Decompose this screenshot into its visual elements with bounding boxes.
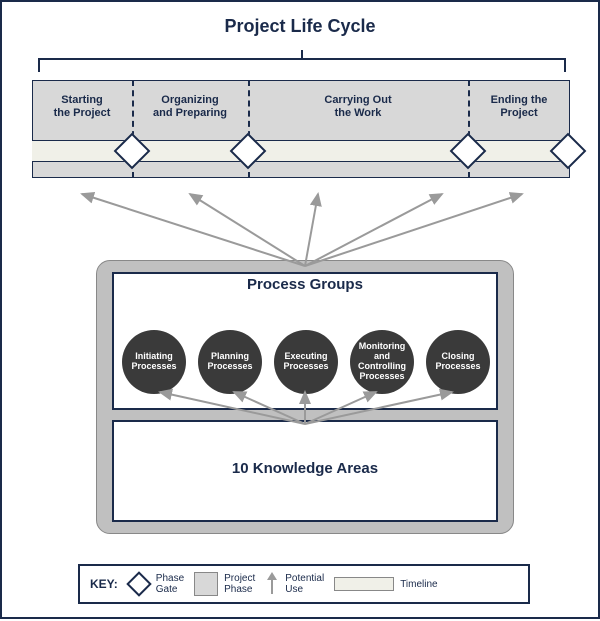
- diagram-canvas: Project Life CycleStartingthe ProjectOrg…: [0, 0, 600, 619]
